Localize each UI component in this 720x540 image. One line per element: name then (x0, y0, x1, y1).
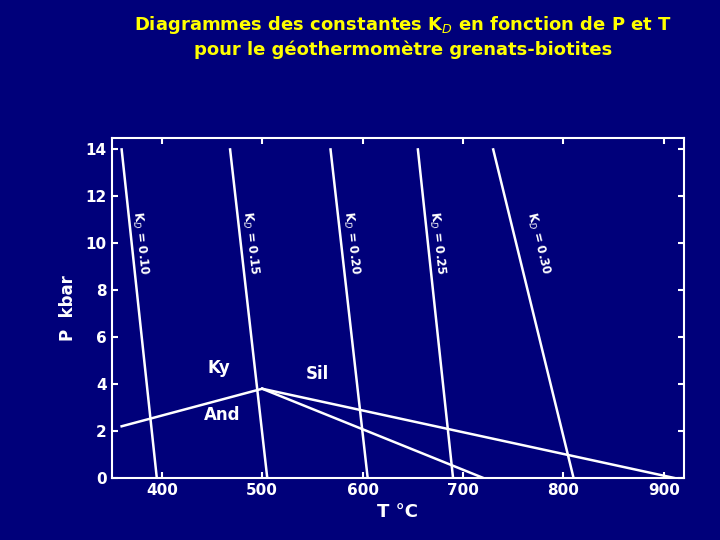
Text: Ky: Ky (207, 359, 230, 377)
Y-axis label: P  kbar: P kbar (59, 275, 77, 341)
Text: And: And (204, 406, 240, 424)
Text: pour le géothermomètre grenats-biotites: pour le géothermomètre grenats-biotites (194, 40, 612, 59)
Text: K$_D$ = 0.15: K$_D$ = 0.15 (239, 211, 261, 276)
X-axis label: T °C: T °C (377, 503, 418, 521)
Text: K$_D$ = 0.30: K$_D$ = 0.30 (523, 210, 554, 276)
Text: Sil: Sil (305, 365, 328, 383)
Text: K$_D$ = 0.25: K$_D$ = 0.25 (426, 211, 448, 276)
Text: K$_D$ = 0.10: K$_D$ = 0.10 (129, 211, 150, 276)
Text: Diagrammes des constantes K$_D$ en fonction de P et T: Diagrammes des constantes K$_D$ en fonct… (135, 14, 672, 36)
Text: K$_D$ = 0.20: K$_D$ = 0.20 (340, 211, 361, 276)
